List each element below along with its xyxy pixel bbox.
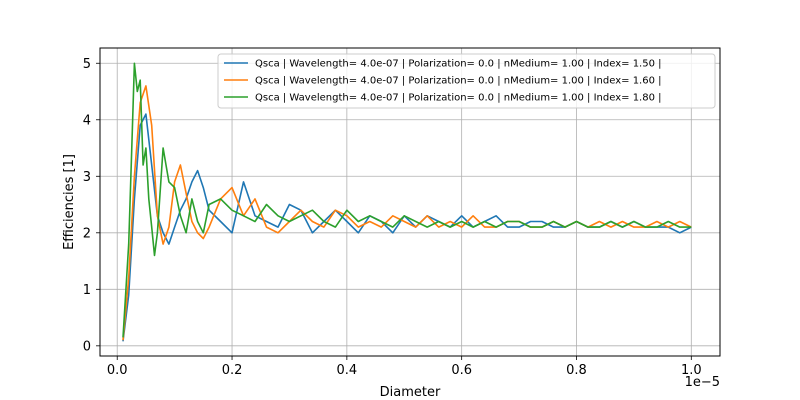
y-tick-label: 1 — [83, 283, 91, 298]
series-line-3 — [122, 62, 692, 338]
y-tick-label: 3 — [83, 170, 91, 185]
x-tick-label: 0.0 — [107, 363, 128, 378]
x-axis-label: Diameter — [380, 385, 441, 400]
legend: Qsca | Wavelength= 4.0e-07 | Polarizatio… — [217, 53, 716, 109]
x-axis-offset-label: 1e−5 — [685, 375, 720, 390]
y-tick-label: 0 — [83, 339, 91, 354]
legend-box — [217, 53, 716, 109]
x-tick-label: 1.0 — [681, 363, 702, 378]
x-tick-label: 0.2 — [222, 363, 243, 378]
x-tick-label: 0.6 — [451, 363, 472, 378]
y-tick-label: 2 — [83, 226, 91, 241]
legend-label-3: Qsca | Wavelength= 4.0e-07 | Polarizatio… — [255, 93, 662, 104]
y-tick-label: 5 — [83, 57, 91, 72]
plot-frame — [99, 47, 721, 357]
series-lines — [122, 62, 692, 342]
y-tick-label: 4 — [83, 113, 91, 128]
y-axis-label: Efficiencies [1] — [62, 154, 77, 250]
axis-ticks: 0.0 0.2 0.4 0.6 0.8 1.0 0 1 2 3 4 5 — [83, 57, 702, 378]
x-tick-label: 0.8 — [566, 363, 587, 378]
x-tick-label: 0.4 — [337, 363, 358, 378]
legend-label-2: Qsca | Wavelength= 4.0e-07 | Polarizatio… — [255, 76, 662, 87]
series-line-2 — [122, 85, 692, 341]
legend-label-1: Qsca | Wavelength= 4.0e-07 | Polarizatio… — [255, 59, 662, 70]
